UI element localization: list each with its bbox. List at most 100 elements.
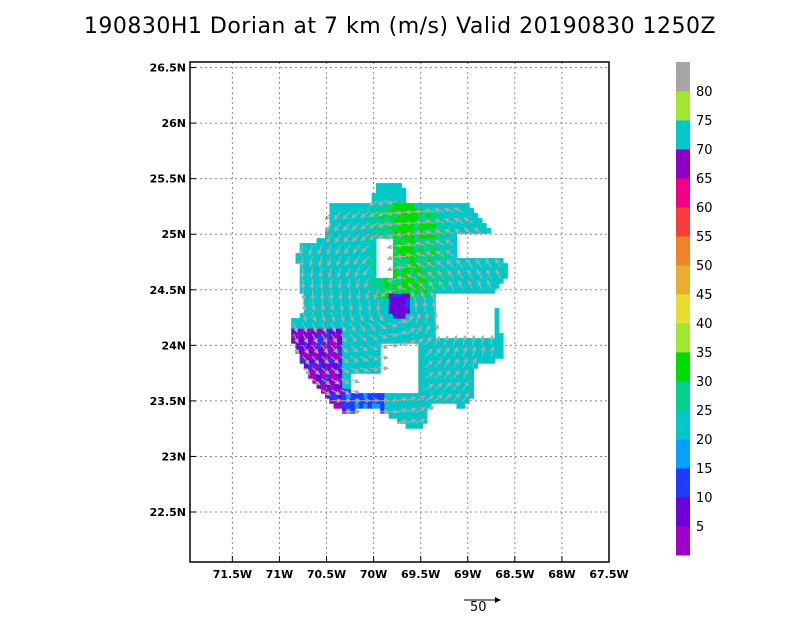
wind-vector bbox=[406, 396, 417, 402]
field-cell bbox=[329, 258, 335, 264]
field-cell bbox=[354, 263, 360, 269]
field-cell bbox=[333, 278, 339, 284]
field-cell bbox=[329, 268, 335, 274]
field-cell bbox=[354, 333, 360, 339]
field-cell bbox=[490, 338, 496, 344]
field-cell bbox=[397, 183, 402, 189]
field-cell bbox=[481, 358, 487, 364]
wind-vector bbox=[318, 267, 324, 279]
wind-vector bbox=[378, 409, 390, 415]
field-cell bbox=[346, 248, 352, 254]
field-cell bbox=[452, 343, 457, 349]
field-cell bbox=[299, 253, 305, 259]
field-cell bbox=[448, 343, 453, 349]
wind-vector bbox=[302, 322, 308, 334]
field-cell bbox=[490, 273, 496, 279]
field-cell bbox=[460, 398, 466, 404]
field-cell bbox=[464, 283, 470, 289]
field-cell bbox=[346, 353, 352, 359]
colorbar-swatch bbox=[676, 439, 690, 469]
field-cell bbox=[329, 208, 335, 214]
field-cell bbox=[367, 263, 373, 269]
field-cell bbox=[426, 403, 432, 409]
wind-vector bbox=[326, 256, 332, 267]
field-cell bbox=[376, 333, 381, 339]
field-cell bbox=[481, 283, 487, 289]
field-cell bbox=[333, 253, 339, 259]
field-cell bbox=[443, 363, 449, 369]
field-cell bbox=[426, 313, 432, 319]
field-cell bbox=[354, 353, 360, 359]
y-tick-label: 24.5N bbox=[150, 284, 186, 297]
field-cell bbox=[498, 348, 504, 354]
wind-vector bbox=[415, 418, 426, 424]
field-cell bbox=[329, 373, 335, 379]
field-cell bbox=[359, 353, 364, 359]
field-cell bbox=[431, 368, 436, 374]
field-cell bbox=[359, 298, 364, 304]
field-cell bbox=[371, 323, 377, 329]
field-cell bbox=[316, 333, 322, 339]
field-cell bbox=[384, 293, 390, 299]
field-cell bbox=[388, 313, 394, 319]
wind-vector bbox=[299, 245, 304, 256]
field-cell bbox=[469, 268, 474, 274]
wind-vector bbox=[471, 345, 477, 357]
field-cell bbox=[337, 363, 343, 369]
field-cell bbox=[308, 318, 313, 324]
field-cell bbox=[346, 403, 352, 409]
wind-vector bbox=[334, 233, 342, 244]
field-cell bbox=[363, 353, 368, 359]
field-cell bbox=[469, 288, 474, 294]
wind-vector bbox=[321, 311, 326, 323]
field-cell bbox=[431, 238, 436, 244]
field-cell bbox=[291, 333, 296, 339]
field-cell bbox=[422, 338, 428, 344]
field-cell bbox=[329, 363, 335, 369]
field-cell bbox=[456, 203, 462, 209]
colorbar-label: 45 bbox=[696, 288, 713, 303]
field-cell bbox=[380, 283, 385, 289]
field-cell bbox=[376, 213, 381, 219]
field-cell bbox=[460, 393, 466, 399]
field-cell bbox=[367, 298, 373, 304]
colorbar-label: 75 bbox=[696, 114, 713, 129]
field-cell bbox=[308, 343, 313, 349]
wind-vector bbox=[311, 322, 318, 334]
field-cell bbox=[405, 303, 411, 309]
field-cell bbox=[359, 303, 364, 309]
field-cell bbox=[414, 248, 419, 254]
wind-vector bbox=[425, 360, 434, 368]
field-cell bbox=[443, 378, 449, 384]
wind-vector bbox=[355, 278, 361, 289]
wind-vector bbox=[443, 346, 450, 357]
field-cell bbox=[418, 258, 424, 264]
field-cell bbox=[329, 298, 335, 304]
field-cell bbox=[397, 253, 402, 259]
field-cell bbox=[303, 313, 309, 319]
field-cell bbox=[464, 363, 470, 369]
field-cell bbox=[337, 293, 343, 299]
field-cell bbox=[401, 338, 407, 344]
x-tick-label: 68W bbox=[548, 568, 575, 581]
field-cell bbox=[481, 353, 487, 359]
field-cell bbox=[431, 298, 436, 304]
field-cell bbox=[418, 268, 424, 274]
field-cell bbox=[329, 393, 335, 399]
field-cell bbox=[337, 323, 343, 329]
field-cell bbox=[418, 393, 424, 399]
field-cell bbox=[363, 218, 368, 224]
field-cell bbox=[316, 243, 322, 249]
field-cell bbox=[435, 368, 441, 374]
field-cell bbox=[392, 318, 398, 324]
field-cell bbox=[498, 263, 504, 269]
wind-vector bbox=[386, 255, 398, 261]
field-cell bbox=[312, 243, 318, 249]
field-cell bbox=[439, 203, 445, 209]
field-cell bbox=[422, 288, 428, 294]
field-cell bbox=[333, 303, 339, 309]
field-cell bbox=[405, 223, 411, 229]
field-cell bbox=[295, 323, 301, 329]
wind-vector bbox=[302, 367, 311, 376]
field-cell bbox=[371, 348, 377, 354]
